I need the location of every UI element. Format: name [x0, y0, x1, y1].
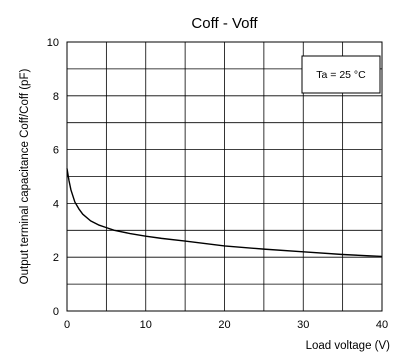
- y-tick-label: 2: [53, 252, 59, 264]
- plot-frame: [66, 41, 383, 312]
- capacitance-curve: [66, 168, 383, 258]
- y-tick-label: 8: [53, 91, 59, 103]
- series-layer: [66, 168, 383, 258]
- annotation-text: Ta = 25 °C: [316, 69, 366, 81]
- x-tick-labels: 0 10 20 30 40: [64, 319, 388, 331]
- x-axis-label: Load voltage (V): [306, 340, 391, 352]
- x-tick-label: 30: [297, 319, 309, 331]
- y-tick-label: 0: [53, 306, 59, 318]
- y-axis-label: Output terminal capacitance Coff/Coff (p…: [19, 69, 31, 285]
- x-tick-label: 0: [64, 319, 70, 331]
- chart-title: Coff - Voff: [191, 15, 258, 32]
- y-tick-label: 10: [47, 37, 59, 49]
- y-tick-label: 6: [53, 145, 59, 157]
- y-tick-label: 4: [53, 198, 59, 210]
- annotation-box: [301, 55, 381, 94]
- x-tick-label: 20: [218, 319, 230, 331]
- x-tick-label: 40: [376, 319, 388, 331]
- y-tick-labels: 0 2 4 6 8 10: [47, 37, 59, 318]
- x-tick-label: 10: [140, 319, 152, 331]
